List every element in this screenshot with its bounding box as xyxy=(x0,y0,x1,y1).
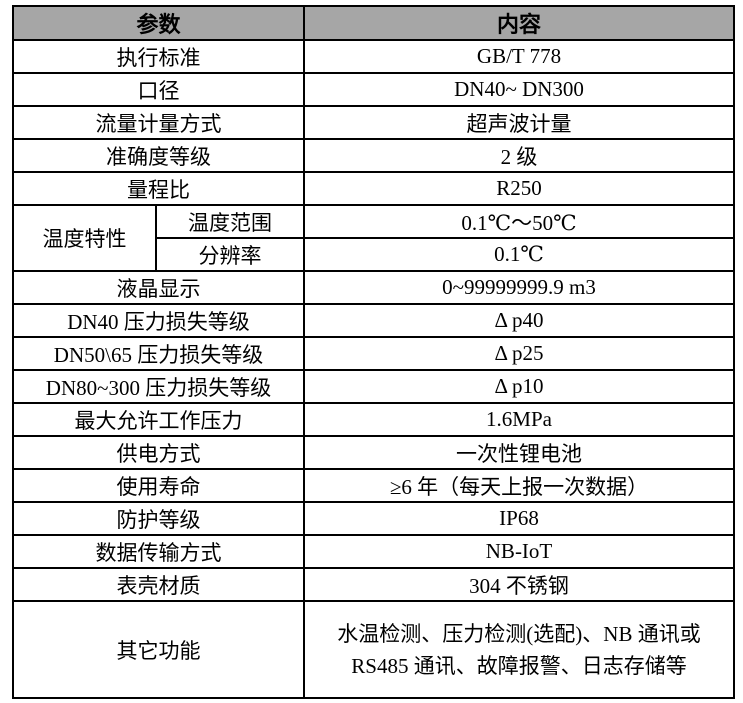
value-cell: 0.1℃～50℃ xyxy=(303,204,736,239)
param-cell: 数据传输方式 xyxy=(11,534,306,569)
value-cell: 0.1℃ xyxy=(303,237,736,272)
value-cell: ≥6 年（每天上报一次数据） xyxy=(303,468,736,503)
value-cell: Δ p40 xyxy=(303,303,736,338)
param-cell: 温度范围 xyxy=(154,204,306,239)
value-cell: 0~99999999.9 m3 xyxy=(303,270,736,305)
param-cell: 表壳材质 xyxy=(11,567,306,602)
param-cell: 口径 xyxy=(11,72,306,107)
table-row-metering-method: 流量计量方式 超声波计量 xyxy=(11,105,736,140)
param-cell: DN50\65 压力损失等级 xyxy=(11,336,306,371)
table-row-temp-range: 温度特性 温度范围 0.1℃～50℃ xyxy=(12,204,736,272)
spec-table: 参数 内容 执行标准 GB/T 778 口径 DN40~ DN300 流量计量方… xyxy=(11,5,736,699)
header-cell-content: 内容 xyxy=(303,5,736,41)
value-cell: Δ p10 xyxy=(303,369,736,404)
param-cell: 流量计量方式 xyxy=(11,105,306,140)
value-cell: 2 级 xyxy=(303,138,736,173)
table-row-dn80-300-pressure-loss: DN80~300 压力损失等级 Δ p10 xyxy=(11,369,736,404)
table-row-case-material: 表壳材质 304 不锈钢 xyxy=(11,567,736,602)
table-row-dn40-pressure-loss: DN40 压力损失等级 Δ p40 xyxy=(11,303,736,338)
table-row-accuracy-class: 准确度等级 2 级 xyxy=(11,138,736,173)
param-cell: 分辨率 xyxy=(154,237,306,272)
value-cell: GB/T 778 xyxy=(303,39,736,74)
value-cell: Δ p25 xyxy=(303,336,736,371)
value-cell: DN40~ DN300 xyxy=(303,72,736,107)
param-cell: 防护等级 xyxy=(11,501,306,536)
param-cell: DN80~300 压力损失等级 xyxy=(11,369,306,404)
param-cell: 执行标准 xyxy=(11,39,306,74)
param-cell: 供电方式 xyxy=(11,435,306,470)
value-cell: 水温检测、压力检测(选配)、NB 通讯或 RS485 通讯、故障报警、日志存储等 xyxy=(303,600,736,699)
param-cell: 准确度等级 xyxy=(11,138,306,173)
table-row-service-life: 使用寿命 ≥6 年（每天上报一次数据） xyxy=(11,468,736,503)
table-row-max-working-pressure: 最大允许工作压力 1.6MPa xyxy=(11,402,736,437)
param-cell: 使用寿命 xyxy=(11,468,306,503)
table-row-standard: 执行标准 GB/T 778 xyxy=(11,39,736,74)
param-cell: 量程比 xyxy=(11,171,306,206)
table-row-data-transmission: 数据传输方式 NB-IoT xyxy=(11,534,736,569)
value-cell: 一次性锂电池 xyxy=(303,435,736,470)
value-cell: NB-IoT xyxy=(303,534,736,569)
param-cell: 其它功能 xyxy=(11,600,306,699)
table-header-row: 参数 内容 xyxy=(11,5,736,41)
table-row-dn50-65-pressure-loss: DN50\65 压力损失等级 Δ p25 xyxy=(11,336,736,371)
table-row-other-functions: 其它功能 水温检测、压力检测(选配)、NB 通讯或 RS485 通讯、故障报警、… xyxy=(11,600,736,699)
table-row-turndown-ratio: 量程比 R250 xyxy=(11,171,736,206)
table-row-diameter: 口径 DN40~ DN300 xyxy=(11,72,736,107)
param-cell: 液晶显示 xyxy=(11,270,306,305)
table-row-protection-class: 防护等级 IP68 xyxy=(11,501,736,536)
header-cell-param: 参数 xyxy=(11,5,306,41)
value-cell: 1.6MPa xyxy=(303,402,736,437)
value-cell: 304 不锈钢 xyxy=(303,567,736,602)
table-row-temp-resolution: 分辨率 0.1℃ xyxy=(13,237,736,272)
value-cell: 超声波计量 xyxy=(303,105,736,140)
param-cell: 最大允许工作压力 xyxy=(11,402,306,437)
table-row-lcd-display: 液晶显示 0~99999999.9 m3 xyxy=(11,270,736,305)
value-cell: IP68 xyxy=(303,501,736,536)
param-cell: DN40 压力损失等级 xyxy=(11,303,306,338)
table-row-power-supply: 供电方式 一次性锂电池 xyxy=(11,435,736,470)
temp-group-label-cell: 温度特性 xyxy=(12,204,157,272)
value-cell: R250 xyxy=(303,171,736,206)
